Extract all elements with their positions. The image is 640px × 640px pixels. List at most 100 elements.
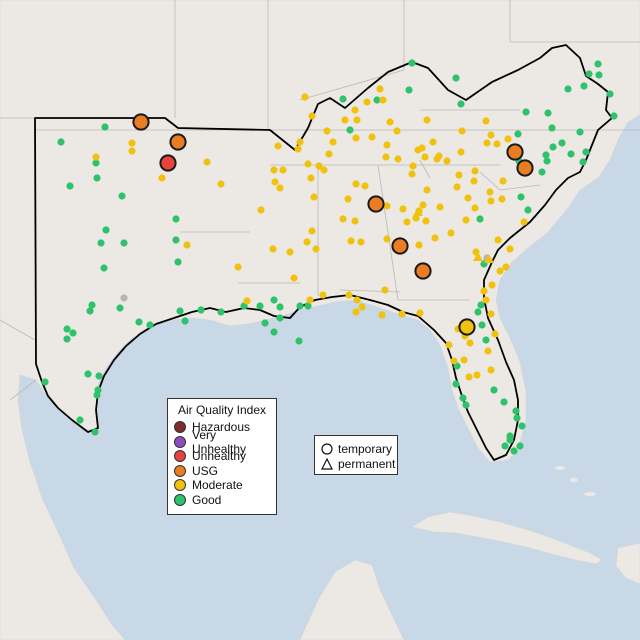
- monitor-good: [474, 308, 482, 316]
- monitor-moderate: [422, 217, 430, 225]
- monitor-moderate: [408, 170, 416, 178]
- monitor-good: [270, 328, 278, 336]
- highlighted-monitor-usg: [132, 113, 150, 131]
- legend-item-very-unhealthy: Very Unhealthy: [174, 428, 270, 456]
- monitor-moderate: [414, 146, 422, 154]
- monitor-moderate: [464, 194, 472, 202]
- monitor-moderate: [276, 184, 284, 192]
- legend-item-good: Good: [174, 493, 270, 508]
- monitor-moderate: [270, 166, 278, 174]
- legend-label-good: Good: [192, 492, 222, 507]
- monitor-good: [452, 74, 460, 82]
- monitor-moderate: [403, 218, 411, 226]
- monitor-moderate: [498, 195, 506, 203]
- monitor-moderate: [274, 142, 282, 150]
- highlighted-monitor-usg: [169, 133, 187, 151]
- permanent-monitor-moderate: [484, 254, 494, 263]
- monitor-moderate: [393, 127, 401, 135]
- monitor-good: [405, 86, 413, 94]
- monitor-good: [276, 303, 284, 311]
- monitor-moderate: [473, 371, 481, 379]
- monitor-moderate: [465, 373, 473, 381]
- monitor-moderate: [416, 309, 424, 317]
- monitor-good: [408, 59, 416, 67]
- monitor-moderate: [294, 145, 302, 153]
- monitor-good: [524, 206, 532, 214]
- monitor-moderate: [243, 297, 251, 305]
- monitor-moderate: [301, 93, 309, 101]
- monitor-moderate: [487, 197, 495, 205]
- monitor-moderate: [320, 166, 328, 174]
- monitor-moderate: [470, 177, 478, 185]
- monitor-moderate: [296, 138, 304, 146]
- yucatan: [299, 559, 405, 640]
- monitor-good: [84, 370, 92, 378]
- monitor-moderate: [353, 116, 361, 124]
- monitor-moderate: [352, 308, 360, 316]
- monitor-moderate: [450, 357, 458, 365]
- monitor-good: [548, 124, 556, 132]
- monitor-moderate: [306, 296, 314, 304]
- monitor-moderate: [286, 248, 294, 256]
- monitor-moderate: [486, 188, 494, 196]
- monitor-moderate: [520, 218, 528, 226]
- monitor-moderate: [447, 229, 455, 237]
- triangle-icon: [321, 457, 333, 470]
- monitor-good: [510, 447, 518, 455]
- monitor-good: [517, 193, 525, 201]
- monitor-moderate: [357, 238, 365, 246]
- monitor-moderate: [271, 178, 279, 186]
- monitor-moderate: [491, 330, 499, 338]
- monitor-good: [66, 182, 74, 190]
- monitor-good: [501, 442, 509, 450]
- highlighted-monitor-unhealthy: [159, 154, 177, 172]
- monitor-moderate: [487, 366, 495, 374]
- monitor-moderate: [466, 339, 474, 347]
- monitor-moderate: [502, 263, 510, 271]
- monitor-good: [610, 112, 618, 120]
- monitor-moderate: [499, 177, 507, 185]
- monitor-good: [500, 398, 508, 406]
- monitor-good: [197, 306, 205, 314]
- monitor-moderate: [257, 206, 265, 214]
- monitor-good: [606, 90, 614, 98]
- monitor-good: [92, 159, 100, 167]
- monitor-moderate: [487, 131, 495, 139]
- monitor-moderate: [471, 204, 479, 212]
- legend-item-hazardous: Hazardous: [174, 420, 270, 435]
- monitor-moderate: [347, 237, 355, 245]
- monitor-moderate: [398, 310, 406, 318]
- monitor-good: [579, 158, 587, 166]
- monitor-good: [339, 95, 347, 103]
- monitor-moderate: [303, 238, 311, 246]
- monitor-moderate: [382, 153, 390, 161]
- monitor-moderate: [409, 162, 417, 170]
- moderate-swatch: [174, 479, 186, 492]
- legend-label-very-unhealthy: Very Unhealthy: [192, 427, 247, 456]
- monitor-good: [490, 386, 498, 394]
- monitor-moderate: [412, 214, 420, 222]
- monitor-good: [118, 192, 126, 200]
- legend-item-temporary: temporary: [321, 441, 392, 456]
- monitor-moderate: [386, 118, 394, 126]
- monitor-good: [101, 123, 109, 131]
- monitor-moderate: [353, 296, 361, 304]
- monitor-good: [476, 215, 484, 223]
- monitor-moderate: [445, 341, 453, 349]
- monitor-good: [595, 71, 603, 79]
- monitor-moderate: [312, 245, 320, 253]
- monitor-moderate: [460, 356, 468, 364]
- monitor-moderate: [462, 216, 470, 224]
- monitor-good: [477, 301, 485, 309]
- monitor-moderate: [379, 96, 387, 104]
- monitor-good: [57, 138, 65, 146]
- monitor-good: [135, 318, 143, 326]
- monitor-good: [63, 335, 71, 343]
- monitor-moderate: [443, 157, 451, 165]
- monitor-good: [261, 319, 269, 327]
- monitor-moderate: [308, 112, 316, 120]
- monitor-good: [518, 422, 526, 430]
- monitor-good: [181, 317, 189, 325]
- monitor-good: [522, 108, 530, 116]
- legend-label-permanent: permanent: [338, 456, 396, 471]
